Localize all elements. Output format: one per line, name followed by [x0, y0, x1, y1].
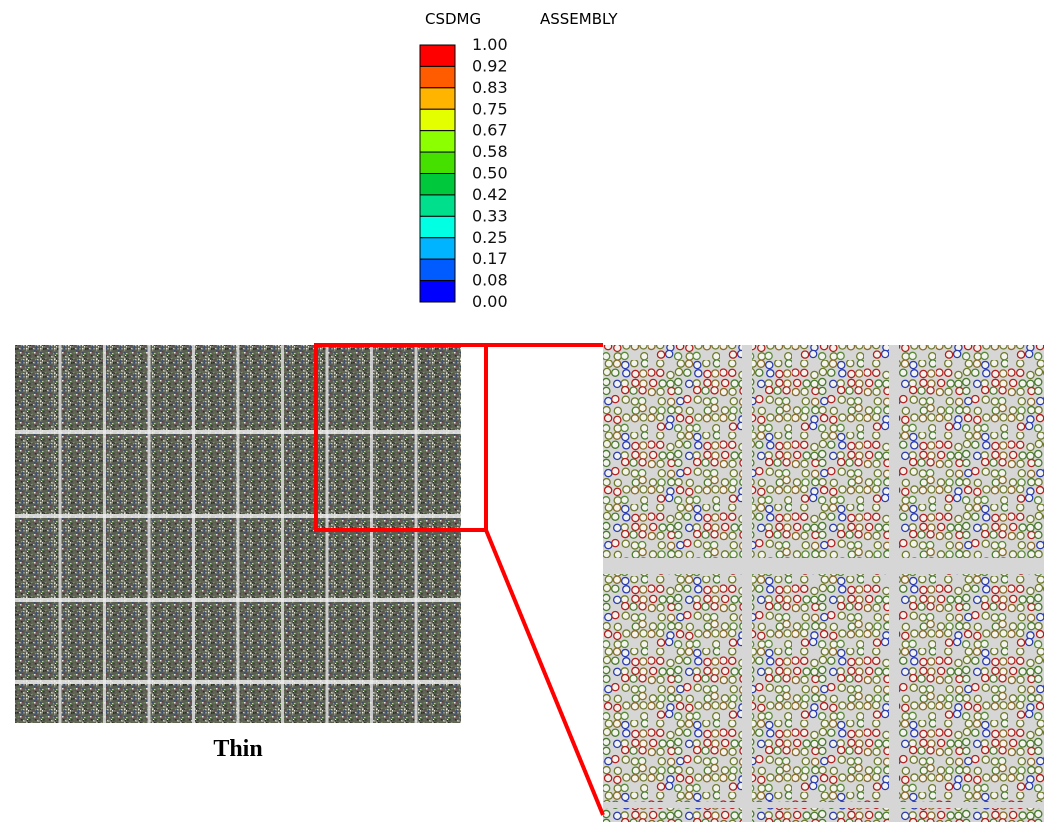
legend-label: 0.83	[472, 78, 508, 97]
color-band	[420, 88, 455, 109]
figure: CSDMG ASSEMBLY 1.00 0.92 0.83 0.75 0.67 0.58 0…	[0, 0, 1048, 822]
legend-label: 0.75	[472, 99, 508, 118]
grid-gap	[15, 598, 461, 602]
color-band	[420, 152, 455, 173]
grid-gap	[59, 345, 62, 723]
legend-label: 0.92	[472, 56, 508, 75]
legend-label: 0.08	[472, 271, 508, 290]
color-band	[420, 216, 455, 237]
legend-label: 0.50	[472, 164, 508, 183]
grid-gap	[326, 345, 329, 723]
color-band	[420, 66, 455, 87]
legend-label: 0.33	[472, 206, 508, 225]
zoom-line	[486, 530, 603, 815]
color-band	[420, 109, 455, 130]
grid-gap	[370, 345, 373, 723]
color-bar: 1.00 0.92 0.83 0.75 0.67 0.58 0.50 0.42 0.33 0.25…	[420, 35, 508, 311]
grid-gap	[281, 345, 284, 723]
legend-label: 0.67	[472, 121, 508, 140]
legend-label: 0.25	[472, 228, 508, 247]
color-band	[420, 45, 455, 66]
grid-gap	[415, 345, 418, 723]
grid-gap	[15, 430, 461, 434]
legend-label: 0.42	[472, 185, 508, 204]
color-band	[420, 131, 455, 152]
grid-gap	[192, 345, 195, 723]
legend-label: 0.17	[472, 249, 508, 268]
color-band	[420, 238, 455, 259]
color-band	[420, 195, 455, 216]
grid-gap	[148, 345, 151, 723]
color-band	[420, 259, 455, 280]
caption: Thin	[213, 736, 262, 762]
zoomed-detail-image	[603, 345, 1044, 822]
grid-gap	[103, 345, 106, 723]
legend-label: 0.58	[472, 142, 508, 161]
legend-variable: CSDMG	[425, 10, 481, 28]
legend-instance: ASSEMBLY	[540, 10, 618, 28]
color-band	[420, 174, 455, 195]
legend-label: 1.00	[472, 35, 508, 54]
color-band	[420, 281, 455, 302]
legend-label: 0.00	[472, 292, 508, 311]
grid-gap	[15, 680, 461, 684]
grid-gap	[15, 514, 461, 518]
thin-model-image	[15, 345, 461, 723]
grid-gap	[237, 345, 240, 723]
